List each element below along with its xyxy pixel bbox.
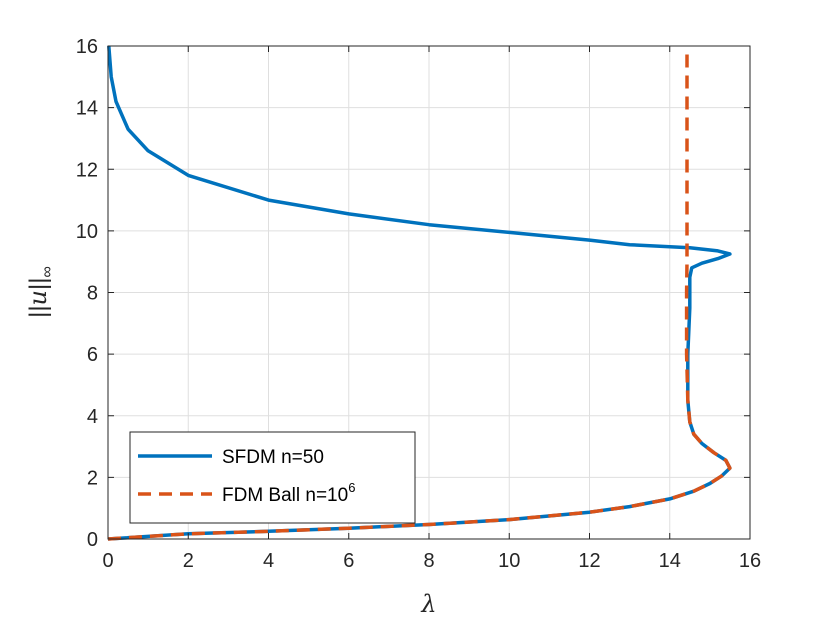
legend: SFDM n=50 FDM Ball n=106 — [129, 431, 416, 524]
x-tick-label: 16 — [739, 550, 761, 572]
legend-box — [129, 431, 416, 524]
y-tick-label: 0 — [87, 529, 98, 551]
y-tick-label: 12 — [76, 159, 98, 181]
legend-label-fdm: FDM Ball n=106 — [222, 480, 355, 506]
svg-text:||u||∞: ||u||∞ — [24, 266, 56, 318]
series-line-sfdm — [107, 45, 732, 541]
y-tick-label: 2 — [87, 467, 98, 489]
x-tick-label: 4 — [263, 550, 274, 572]
x-tick-label: 8 — [423, 550, 434, 572]
y-tick-label: 8 — [87, 283, 98, 305]
x-tick-label: 2 — [183, 550, 194, 572]
y-tick-label: 6 — [87, 344, 98, 366]
legend-label-sfdm: SFDM n=50 — [222, 447, 324, 468]
ticks: 0 2 4 6 8 10 12 14 16 0 2 4 6 8 10 12 14 16 — [76, 36, 761, 572]
x-tick-label: 6 — [343, 550, 354, 572]
series-line-fdm-ball — [107, 46, 732, 541]
grid — [107, 45, 751, 540]
x-axis-label: λ — [420, 590, 436, 618]
y-tick-label: 10 — [76, 221, 98, 243]
y-tick-label: 14 — [76, 98, 98, 120]
y-tick-label: 4 — [87, 406, 98, 428]
x-tick-label: 12 — [578, 550, 600, 572]
y-tick-label: 16 — [76, 36, 98, 58]
x-tick-label: 0 — [102, 550, 113, 572]
series-layer — [107, 45, 732, 541]
x-tick-label: 14 — [659, 550, 681, 572]
y-axis-label: ||u||∞ — [24, 266, 56, 318]
x-tick-label: 10 — [498, 550, 520, 572]
